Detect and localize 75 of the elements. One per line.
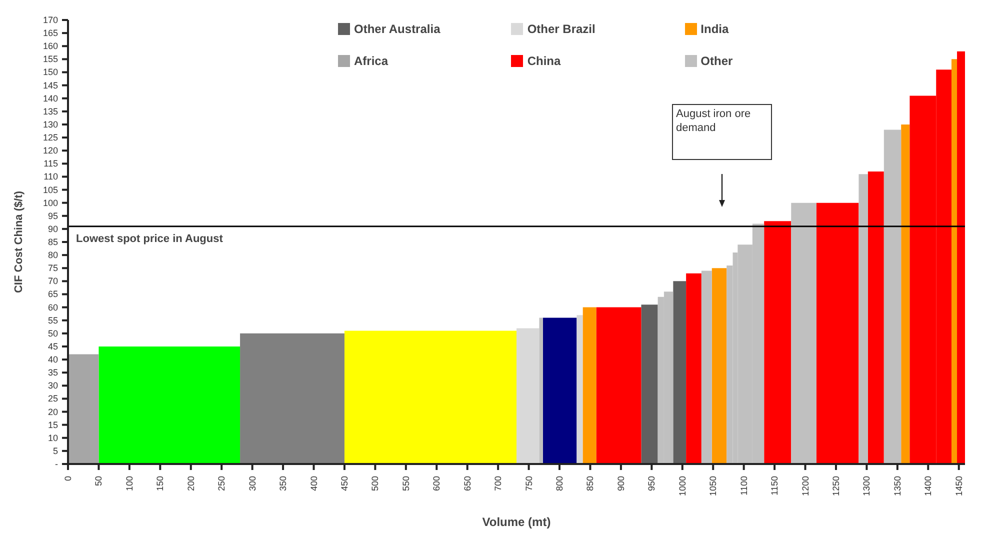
- legend-label: India: [700, 22, 729, 36]
- y-tick-label: 95: [48, 210, 58, 221]
- x-tick-label: 500: [370, 476, 380, 492]
- y-tick-label: 70: [48, 276, 58, 286]
- x-tick-label: 200: [186, 476, 196, 492]
- y-tick-label: 20: [48, 406, 58, 417]
- ref-line-label: Lowest spot price in August: [76, 233, 224, 246]
- y-axis-title: CIF Cost China ($/t): [12, 190, 25, 294]
- y-tick-label: 85: [48, 237, 58, 247]
- x-tick-label: 700: [493, 476, 504, 492]
- x-tick-label: 1200: [800, 476, 810, 496]
- y-tick-label: 155: [42, 54, 58, 64]
- y-tick-label: 55: [48, 315, 58, 326]
- y-tick-label: 60: [48, 302, 58, 312]
- x-tick-label: 1350: [892, 476, 902, 496]
- y-tick-label: 65: [48, 289, 58, 300]
- x-tick-label: 300: [247, 476, 258, 492]
- x-tick-label: 350: [278, 476, 288, 492]
- x-tick-label: 1150: [770, 476, 780, 496]
- x-tick-label: 150: [155, 476, 166, 492]
- y-tick-label: 130: [42, 119, 58, 130]
- y-tick-label: 160: [42, 41, 58, 52]
- x-tick-label: 1400: [923, 476, 934, 496]
- y-tick-label: 140: [42, 93, 58, 104]
- x-tick-label: 650: [462, 476, 472, 492]
- y-tick-label: 45: [48, 341, 58, 352]
- x-tick-label: 850: [585, 476, 596, 492]
- legend-label: Other Australia: [354, 22, 440, 36]
- y-tick-label: 5: [52, 446, 58, 456]
- annotation: August iron ore demand: [676, 107, 752, 135]
- y-tick-label: 105: [42, 184, 58, 195]
- y-tick-label: 75: [48, 263, 58, 274]
- y-tick-label: 125: [42, 132, 58, 143]
- legend-label: China: [527, 54, 561, 68]
- x-axis-title: Volume (mt): [482, 515, 551, 529]
- y-tick-label: 100: [42, 198, 58, 208]
- x-tick-label: 1100: [738, 476, 749, 496]
- x-tick-label: 1250: [830, 476, 841, 496]
- x-tick-label: 750: [524, 476, 534, 492]
- x-tick-label: 1450: [954, 476, 964, 496]
- y-tick-label: 90: [48, 224, 58, 234]
- y-tick-label: 150: [42, 67, 58, 78]
- x-tick-label: 100: [124, 476, 134, 492]
- x-tick-label: 50: [94, 476, 104, 486]
- x-tick-label: 0: [63, 476, 73, 482]
- x-tick-label: 1050: [708, 476, 718, 496]
- y-tick-label: 30: [48, 380, 58, 391]
- y-tick-label: 80: [48, 250, 58, 260]
- y-tick-label: 10: [48, 432, 58, 443]
- y-tick-label: 165: [42, 28, 58, 38]
- x-tick-label: 550: [400, 476, 411, 492]
- y-tick-label: 25: [48, 394, 58, 404]
- legend-label: Africa: [354, 54, 388, 68]
- x-tick-label: 900: [616, 476, 626, 492]
- y-tick-label: -: [55, 459, 58, 469]
- y-tick-label: 120: [42, 146, 58, 156]
- x-tick-label: 250: [216, 476, 227, 492]
- legend-label: Other: [700, 54, 733, 68]
- x-tick-label: 450: [339, 476, 350, 492]
- y-tick-label: 145: [42, 80, 58, 90]
- y-tick-label: 15: [48, 420, 58, 430]
- y-tick-label: 135: [42, 106, 58, 116]
- y-tick-label: 110: [44, 172, 58, 182]
- x-tick-label: 800: [554, 476, 565, 492]
- x-tick-label: 1300: [862, 476, 872, 496]
- legend-label: Other Brazil: [527, 22, 596, 36]
- y-tick-label: 35: [48, 368, 58, 378]
- y-tick-label: 170: [42, 15, 58, 25]
- x-tick-label: 600: [432, 476, 442, 492]
- x-tick-label: 950: [646, 476, 657, 492]
- y-tick-label: 50: [48, 328, 58, 338]
- x-tick-label: 1000: [677, 476, 688, 496]
- y-tick-label: 115: [44, 158, 58, 169]
- y-tick-label: 40: [48, 354, 58, 365]
- x-tick-label: 400: [308, 476, 319, 492]
